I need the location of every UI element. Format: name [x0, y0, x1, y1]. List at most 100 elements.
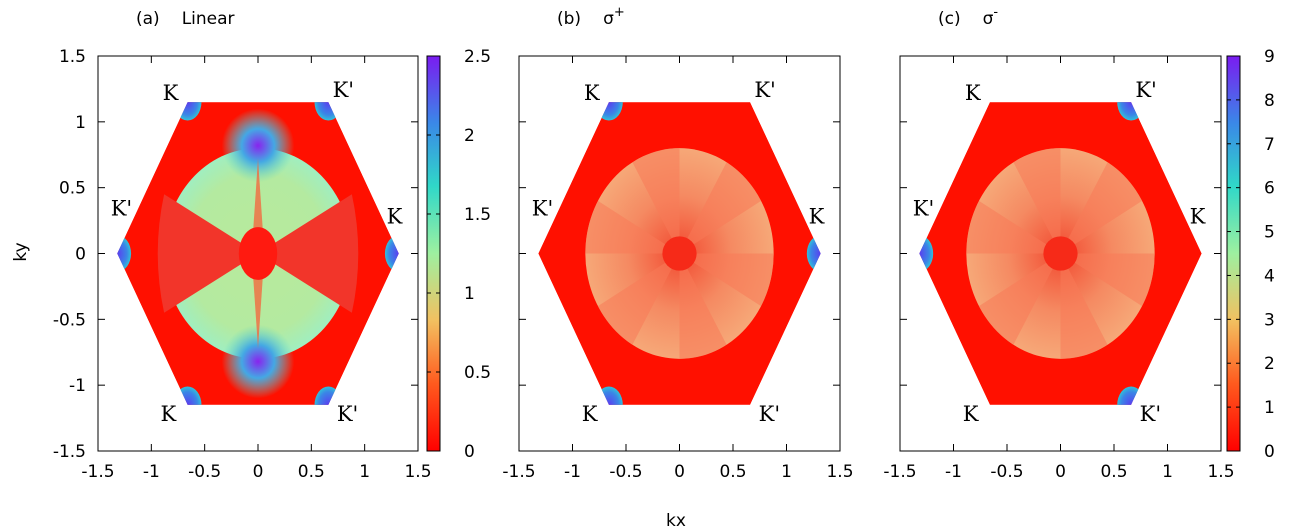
valley-label: K' — [111, 197, 132, 221]
colorbar-tick-label: 1 — [464, 284, 475, 304]
colorbar-tick-label: 5 — [1264, 223, 1275, 243]
x-tick-label: -0.5 — [188, 462, 221, 482]
y-tick-label: 1.5 — [59, 47, 86, 67]
valley-label: K — [387, 205, 403, 229]
panel-title: (a) Linear — [136, 9, 235, 29]
x-tick-label: -1.5 — [81, 462, 114, 482]
sector-shade — [966, 200, 1061, 254]
colorbar-tick-label: 0.5 — [464, 363, 491, 383]
x-tick-label: -1 — [945, 462, 962, 482]
valley-label: K' — [532, 197, 553, 221]
valley-label: K' — [1135, 78, 1156, 102]
x-tick-label: -0.5 — [609, 462, 642, 482]
panel-1: -1.5 -1 -0.5 0 0.5 1 1.5 K K' K' K K K' (b) σ+ — [502, 5, 853, 482]
center-dot — [1043, 236, 1078, 271]
colorbar-tick-label: 3 — [1264, 310, 1275, 330]
valley-spot — [117, 235, 132, 272]
x-tick-label: 1.5 — [1207, 462, 1234, 482]
x-tick-label: 1 — [359, 462, 370, 482]
x-tick-label: 0.5 — [1100, 462, 1127, 482]
valley-spot — [384, 235, 399, 272]
x-tick-label: 0.5 — [298, 462, 325, 482]
panel-tag: (b) — [557, 9, 581, 29]
y-tick-label: -1.5 — [53, 442, 86, 462]
brillouin-zone — [117, 102, 399, 405]
brillouin-zone — [538, 102, 821, 405]
y-tick-label: -1 — [69, 376, 86, 396]
panel-title: (c) σ- — [938, 5, 998, 29]
colorbar-tick-label: 1.5 — [464, 205, 491, 225]
blue-lobe-bottom — [221, 324, 295, 399]
valley-label: K — [963, 402, 979, 426]
panel-tag: (a) — [136, 9, 160, 29]
sector-shade — [632, 148, 680, 254]
colorbar-tick-label: 6 — [1264, 179, 1275, 199]
colorbar-tick-label: 4 — [1264, 266, 1275, 286]
sector-shade — [978, 253, 1061, 345]
valley-label: K — [965, 81, 981, 105]
valley-label: K — [161, 402, 177, 426]
valley-label: K' — [1140, 402, 1161, 426]
x-tick-label: -1 — [564, 462, 581, 482]
sector-shade — [679, 253, 727, 359]
sector-shade — [1060, 253, 1108, 359]
x-tick-label: 0 — [674, 462, 685, 482]
x-tick-label: 1 — [781, 462, 792, 482]
x-tick-label: -1.5 — [883, 462, 916, 482]
x-tick-label: -1.5 — [502, 462, 535, 482]
x-tick-label: 0.5 — [719, 462, 746, 482]
panel-tag: (c) — [938, 9, 961, 29]
red-lobe-right — [258, 194, 359, 313]
x-tick-label: -1 — [143, 462, 160, 482]
x-tick-label: 1 — [1162, 462, 1173, 482]
x-tick-label: 0 — [1055, 462, 1066, 482]
valley-label: K — [163, 81, 179, 105]
x-tick-label: -0.5 — [990, 462, 1023, 482]
valley-label: K' — [913, 197, 934, 221]
valley-label: K — [809, 205, 825, 229]
valley-label: K — [1190, 205, 1206, 229]
colorbar-tick-label: 2 — [1264, 354, 1275, 374]
x-axis-title: kx — [666, 511, 686, 531]
panel-name-superscript: - — [993, 5, 998, 20]
center-dot — [662, 236, 697, 271]
y-tick-label: 1 — [75, 113, 86, 133]
colorbar-tick-label: 2 — [464, 126, 475, 146]
panel-name: σ — [603, 9, 614, 29]
valley-spot — [806, 235, 821, 272]
blue-lobe-top — [221, 108, 295, 183]
sector-shade — [1060, 162, 1143, 254]
valley-label: K — [582, 402, 598, 426]
y-axis-title: ky — [11, 242, 31, 261]
valley-spot — [594, 386, 623, 405]
colorbar-gradient — [426, 55, 441, 452]
sector-shade — [597, 253, 680, 345]
x-tick-label: 1.5 — [826, 462, 853, 482]
valley-label: K — [584, 81, 600, 105]
sector-shade — [585, 200, 680, 254]
red-lobe-left — [157, 194, 258, 313]
panel-name: Linear — [182, 9, 235, 29]
y-tick-label: 0 — [75, 245, 86, 265]
valley-label: K' — [754, 78, 775, 102]
valley-label: K' — [337, 402, 358, 426]
colorbar-tick-label: 7 — [1264, 135, 1275, 155]
colorbar-tick-label: 0 — [464, 442, 475, 462]
y-tick-label: -0.5 — [53, 310, 86, 330]
sector-shade — [1013, 148, 1061, 254]
panel-title: (b) σ+ — [557, 5, 625, 29]
colorbar-tick-label: 9 — [1264, 47, 1275, 67]
x-tick-label: 0 — [253, 462, 264, 482]
colorbar-tick-label: 1 — [1264, 398, 1275, 418]
panel-name-superscript: + — [614, 5, 625, 20]
y-tick-label: 0.5 — [59, 179, 86, 199]
colorbar-tick-label: 8 — [1264, 91, 1275, 111]
sector-shade — [1060, 253, 1155, 307]
x-tick-label: 1.5 — [404, 462, 431, 482]
brillouin-zone — [919, 102, 1202, 405]
panel-2: -1.5 -1 -0.5 0 0.5 1 1.5 K K' K' K K K' (c) σ- — [883, 5, 1234, 482]
colorbar-gradient — [1226, 55, 1241, 452]
panel-name: σ — [983, 9, 994, 29]
colorbar-0: 2.5 2 1.5 1 0.5 0 — [426, 47, 491, 462]
sector-shade — [679, 162, 762, 254]
